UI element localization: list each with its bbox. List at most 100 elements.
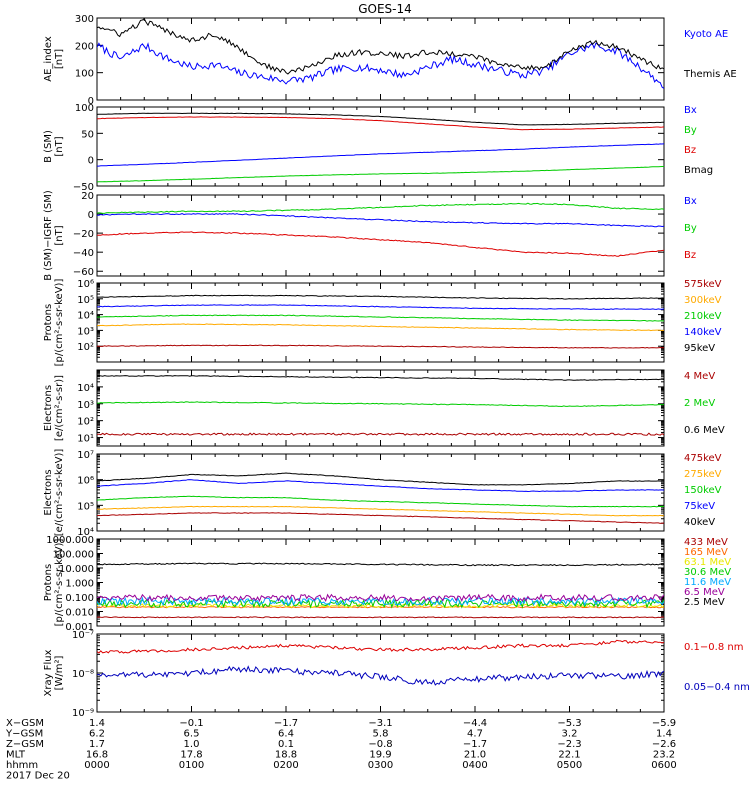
series-line [97,231,664,257]
series-line [97,603,664,609]
panel-4: 10² 10³ 10⁴ 10⁵ 10⁶ Protons [p/(cm²-s-sr-keV)]… [43,279,722,367]
y-axis-label: [e/(cm²-s-sr-keV)] [54,449,65,537]
legend-label: By [684,223,697,234]
series-line [97,202,664,214]
panel-3: −60 −40 −20 0 20 B (SM)−IGRF (SM) [nT] Bx By Bz [43,190,697,281]
y-tick-label: 10⁻⁷ [72,630,94,641]
y-tick-label: 10³ [77,400,94,411]
y-axis-label: [W/m²] [54,655,65,690]
y-tick-label: 0 [88,156,94,167]
y-tick-label: −50 [73,182,94,193]
ephemeris-table: X−GSM 1.4 −0.1 −1.7 −3.1 −4.4 −5.3 −5.9 Y−GSM 6.2… [5,718,677,782]
ephemeris-value: 22.1 [558,750,580,761]
ephemeris-value: −0.1 [179,718,203,729]
ephemeris-value: 5.8 [373,729,389,740]
ephemeris-value: 4.7 [467,729,483,740]
ephemeris-row-name: Y−GSM [5,729,43,740]
series-line [97,562,664,567]
ephemeris-value: 1.4 [656,729,672,740]
ephemeris-value: 6.5 [184,729,200,740]
y-axis-label: [e/(cm²-s-sr)] [54,375,65,441]
ephemeris-value: −2.6 [652,739,676,750]
y-tick-label: 10⁻⁹ [72,708,94,719]
series-line [97,472,664,486]
series-line [97,495,664,508]
legend-label: 6.5 MeV [684,587,725,598]
series-line [97,304,664,310]
legend-label: Bmag [684,165,713,176]
y-tick-label: −40 [73,248,94,259]
ephemeris-value: 0300 [368,760,393,771]
legend-label: 4 MeV [684,371,715,382]
legend-label: 275keV [684,469,722,480]
ephemeris-value: 0100 [179,760,204,771]
y-axis-label: Protons [43,304,54,341]
legend-label: Bx [684,196,697,207]
legend-label: 475keV [684,453,722,464]
y-tick-label: 10³ [77,326,94,337]
y-tick-label: 300 [75,14,94,25]
ephemeris-value: −1.7 [463,739,487,750]
series-line [97,665,664,686]
y-tick-label: −20 [73,229,94,240]
legend-label: 140keV [684,327,722,338]
legend-label: 75keV [684,501,715,512]
y-tick-label: 0.001 [65,622,94,633]
panel-8: 10⁻⁹ 10⁻⁸ 10⁻⁷ Xray Flux [W/m²] 0.1−0.8 nm 0.0… [43,630,750,719]
legend-label: 63.1 MeV [684,557,731,568]
series-line [97,323,664,332]
legend-label: Bx [684,105,697,116]
ephemeris-value: 0500 [557,760,582,771]
ephemeris-value: 0.1 [278,739,294,750]
ephemeris-value: 6.4 [278,729,294,740]
legend-label: Bz [684,145,696,156]
y-tick-label: 1.000 [65,579,94,590]
legend-label: 11.6 MeV [684,577,731,588]
y-axis-label: Xray Flux [43,649,54,696]
series-line [97,598,664,609]
y-tick-label: 10⁵ [77,295,94,306]
series-line [97,112,664,126]
y-tick-label: 10¹ [77,434,94,445]
ephemeris-row-name: Z−GSM [6,739,44,750]
legend-label: 433 MeV [684,537,728,548]
series-line [97,314,664,322]
legend-label: 575keV [684,279,722,290]
ephemeris-value: −3.1 [368,718,392,729]
panel-5: 10¹ 10² 10³ 10⁴ Electrons [e/(cm²-s-sr)] 4 MeV… [43,369,725,447]
series-line [97,42,664,89]
legend-label: Kyoto AE [684,29,728,40]
ephemeris-value: 1.4 [89,718,105,729]
ephemeris-value: 21.0 [464,750,486,761]
y-tick-label: 10.000 [59,564,94,575]
panel-6: 10⁴ 10⁵ 10⁶ 10⁷ Electrons [e/(cm²-s-sr-keV)] 4… [43,449,722,538]
ephemeris-value: −5.9 [652,718,676,729]
series-line [97,639,664,654]
ephemeris-value: −0.8 [368,739,392,750]
y-axis-label: Protons [43,564,54,601]
ephemeris-value: −1.7 [274,718,298,729]
legend-label: By [684,125,697,136]
y-tick-label: 10⁴ [77,311,94,322]
y-axis-label: B (SM) [43,130,54,163]
y-tick-label: 50 [81,129,94,140]
legend-label: 300keV [684,295,722,306]
y-axis-label: [nT] [54,225,65,245]
series-line [97,294,664,300]
series-line [97,143,664,167]
y-tick-label: 20 [81,191,94,202]
y-tick-label: −60 [73,267,94,278]
legend-label: 2 MeV [684,398,715,409]
y-axis-label: [nT] [54,49,65,69]
series-line [97,616,664,619]
y-axis-label: AE_index [43,36,54,82]
legend-label: 40keV [684,517,715,528]
panel-2: −50 0 50 100 B (SM) [nT] Bx By Bz Bmag [43,103,713,193]
y-tick-label: 10⁵ [77,501,94,512]
series-line [97,401,664,408]
y-tick-label: 100 [75,103,94,114]
ephemeris-value: 17.8 [180,750,202,761]
y-axis-label: B (SM)−IGRF (SM) [43,190,54,281]
panel-frame [96,453,665,532]
series-line [97,606,664,609]
